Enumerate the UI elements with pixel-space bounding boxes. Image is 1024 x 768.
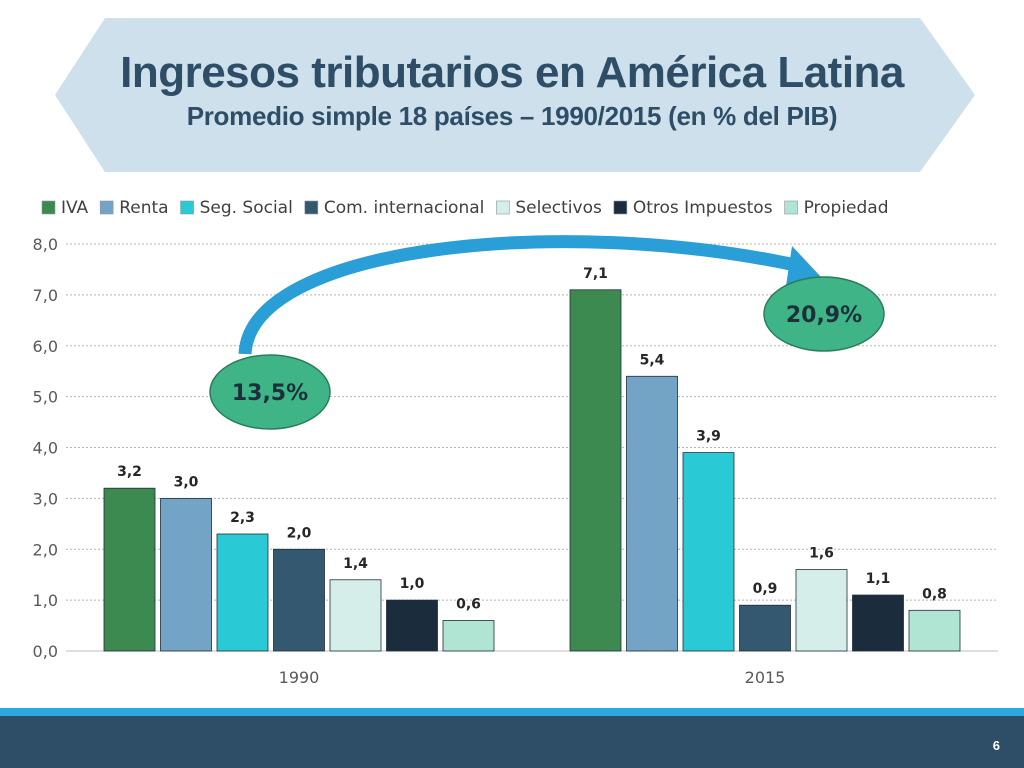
bar-data-label: 0,8 [922,586,947,602]
x-tick-label: 1990 [279,668,320,687]
x-axis-ticks: 1990 2015 [279,668,786,687]
bar-data-label: 1,6 [809,546,834,562]
slide-subtitle: Promedio simple 18 países – 1990/2015 (e… [186,101,838,131]
y-tick-label: 7,0 [33,286,58,305]
x-tick-label: 2015 [745,668,786,687]
page-number: 6 [992,738,1000,753]
bar-data-label: 7,1 [583,266,608,282]
bar-propiedad-1990 [442,620,495,652]
footer-bar [0,716,1024,768]
bar-renta-2015 [626,375,678,652]
bar-renta-1990 [160,497,212,652]
y-tick-label: 1,0 [33,591,58,610]
bar-com-internacional-2015 [739,604,791,652]
y-tick-label: 3,0 [33,489,58,508]
bar-com-internacional-1990 [273,548,325,652]
legend-swatch-0 [41,200,56,215]
bar-iva-1990 [103,487,156,652]
legend-label: Renta [119,198,168,218]
bar-data-label: 3,9 [696,429,721,445]
bar-data-label: 3,2 [117,464,142,480]
title-banner [55,18,975,172]
y-tick-label: 5,0 [33,388,58,407]
callout-bubble-1990 [209,354,331,430]
legend-label: Otros Impuestos [633,198,773,218]
bar-otros-impuestos-2015 [852,594,904,652]
bar-data-label: 1,0 [400,576,425,592]
bar-iva-2015 [569,289,622,652]
bar-data-label: 1,1 [866,571,891,587]
legend: IVA Renta Seg. Social Com. internacional Sel… [41,198,889,218]
legend-swatch-1 [99,200,114,215]
bar-selectivos-2015 [795,569,848,652]
bar-seg-social-2015 [682,452,735,652]
total-callouts: 13,5% 20,9% [209,276,885,430]
legend-swatch-3 [304,200,319,215]
callout-bubble-2015 [763,276,885,352]
legend-label: IVA [61,198,89,218]
y-tick-label: 8,0 [33,235,58,254]
legend-swatch-2 [180,200,194,215]
callout-label-1990: 13,5% [232,381,308,406]
legend-label: Selectivos [515,198,602,218]
bar-chart: IVA Renta Seg. Social Com. internacional Sel… [33,198,998,687]
bar-otros-impuestos-1990 [386,599,438,652]
y-tick-label: 0,0 [33,642,58,661]
legend-label: Seg. Social [200,198,293,218]
callout-label-2015: 20,9% [786,303,862,328]
legend-swatch-5 [613,200,628,215]
bar-data-label: 3,0 [174,474,199,490]
growth-arrow-shaft [238,235,802,355]
bar-data-label: 1,4 [343,556,368,572]
y-tick-label: 6,0 [33,337,58,356]
legend-label: Propiedad [804,198,889,218]
bar-selectivos-1990 [329,579,382,652]
title-block: Ingresos tributarios en América Latina P… [60,46,964,132]
bars [103,289,961,652]
bar-data-label: 0,9 [753,581,778,597]
footer-stripe [0,708,1024,716]
bar-data-label: 0,6 [456,596,481,612]
bar-data-label: 2,0 [287,525,312,541]
legend-swatch-4 [496,200,510,215]
title-banner-shape [55,18,975,172]
bar-data-labels: 3,2 3,0 2,3 2,0 1,4 1,0 0,6 7,1 5,4 3,9 0,9 1,6 1,1 0… [117,266,947,613]
y-axis-ticks: 0,0 1,0 2,0 3,0 4,0 5,0 6,0 7,0 8,0 [33,235,58,661]
growth-arrow [238,235,822,355]
bar-seg-social-1990 [216,533,269,652]
slide-title: Ingresos tributarios en América Latina [120,48,904,97]
bar-data-label: 5,4 [640,352,665,368]
bar-data-label: 2,3 [230,510,255,526]
legend-label: Com. internacional [324,198,485,218]
y-tick-label: 2,0 [33,540,58,559]
legend-swatch-6 [784,200,798,215]
bar-propiedad-2015 [908,609,961,652]
y-tick-label: 4,0 [33,439,58,458]
growth-arrow-head [786,246,822,286]
